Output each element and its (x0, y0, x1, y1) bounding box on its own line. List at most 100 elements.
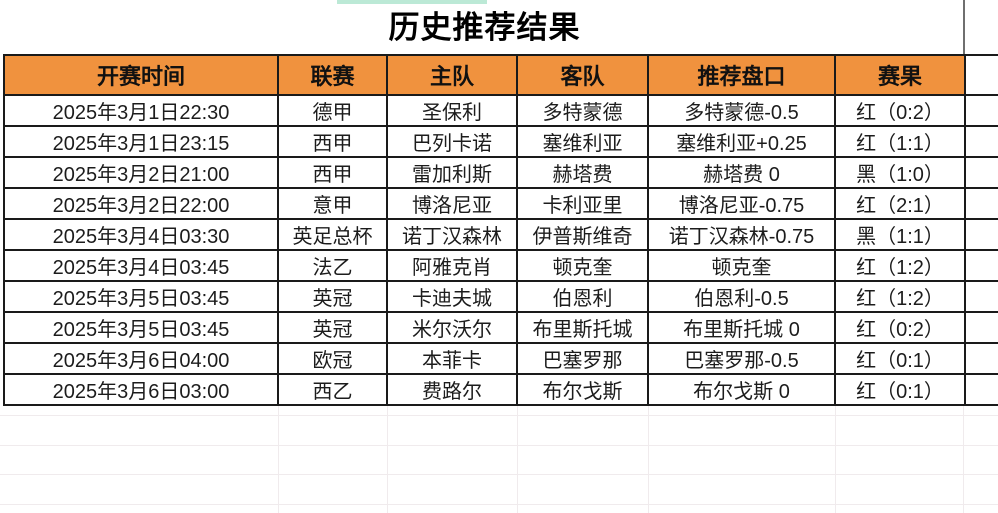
cell-handicap[interactable]: 布尔戈斯 0 (647, 373, 836, 406)
cell-result[interactable]: 红（0:1） (834, 342, 966, 375)
cell-away[interactable]: 布尔戈斯 (516, 373, 649, 406)
cell-league[interactable]: 意甲 (277, 187, 388, 220)
cell-home[interactable]: 费路尔 (386, 373, 518, 406)
cell-away[interactable]: 顿克奎 (516, 249, 649, 282)
table-row: 2025年3月6日04:00 欧冠 本菲卡 巴塞罗那 巴塞罗那-0.5 红（0:1） (3, 342, 998, 375)
cell-result[interactable]: 黑（1:1） (834, 218, 966, 251)
table-row: 2025年3月5日03:45 英冠 卡迪夫城 伯恩利 伯恩利-0.5 红（1:2） (3, 280, 998, 313)
cell-away[interactable]: 卡利亚里 (516, 187, 649, 220)
cell-time[interactable]: 2025年3月6日03:00 (3, 373, 279, 406)
column-header[interactable]: 开赛时间 (3, 54, 279, 96)
cell-result[interactable]: 红（1:2） (834, 249, 966, 282)
cell-home[interactable]: 圣保利 (386, 94, 518, 127)
table-row: 2025年3月4日03:45 法乙 阿雅克肖 顿克奎 顿克奎 红（1:2） (3, 249, 998, 282)
empty-cell (964, 373, 998, 406)
faint-grid-hline (0, 445, 998, 446)
faint-grid-hline (0, 504, 998, 505)
cell-home[interactable]: 本菲卡 (386, 342, 518, 375)
empty-cell (964, 94, 998, 127)
cell-away[interactable]: 巴塞罗那 (516, 342, 649, 375)
faint-grid-vline (963, 390, 964, 513)
cell-time[interactable]: 2025年3月2日21:00 (3, 156, 279, 189)
empty-cell (964, 218, 998, 251)
cell-handicap[interactable]: 巴塞罗那-0.5 (647, 342, 836, 375)
cell-away[interactable]: 赫塔费 (516, 156, 649, 189)
faint-grid-vline (387, 390, 388, 513)
cell-result[interactable]: 红（1:2） (834, 280, 966, 313)
cell-handicap[interactable]: 伯恩利-0.5 (647, 280, 836, 313)
grid-line-vertical (963, 0, 965, 56)
cell-home[interactable]: 巴列卡诺 (386, 125, 518, 158)
cell-result[interactable]: 红（0:1） (834, 373, 966, 406)
empty-cell (964, 156, 998, 189)
table-row: 2025年3月5日03:45 英冠 米尔沃尔 布里斯托城 布里斯托城 0 红（0:2） (3, 311, 998, 344)
cell-league[interactable]: 德甲 (277, 94, 388, 127)
empty-cell (964, 280, 998, 313)
cell-handicap[interactable]: 多特蒙德-0.5 (647, 94, 836, 127)
table-row: 2025年3月1日23:15 西甲 巴列卡诺 塞维利亚 塞维利亚+0.25 红（1:1） (3, 125, 998, 158)
faint-grid-vline (278, 390, 279, 513)
empty-cell (964, 311, 998, 344)
empty-grid-area (0, 390, 998, 513)
cell-time[interactable]: 2025年3月4日03:30 (3, 218, 279, 251)
faint-grid-vline (648, 390, 649, 513)
cell-result[interactable]: 红（0:2） (834, 94, 966, 127)
results-table: 开赛时间 联赛 主队 客队 推荐盘口 赛果 2025年3月1日22:30 德甲 圣保利 多特蒙德… (3, 54, 998, 406)
cell-result[interactable]: 红（0:2） (834, 311, 966, 344)
cell-time[interactable]: 2025年3月1日22:30 (3, 94, 279, 127)
empty-cell (964, 125, 998, 158)
cell-time[interactable]: 2025年3月5日03:45 (3, 311, 279, 344)
cell-time[interactable]: 2025年3月6日04:00 (3, 342, 279, 375)
cell-home[interactable]: 博洛尼亚 (386, 187, 518, 220)
cell-home[interactable]: 诺丁汉森林 (386, 218, 518, 251)
empty-cell (964, 187, 998, 220)
cell-home[interactable]: 雷加利斯 (386, 156, 518, 189)
cell-home[interactable]: 卡迪夫城 (386, 280, 518, 313)
cell-league[interactable]: 欧冠 (277, 342, 388, 375)
cell-league[interactable]: 英足总杯 (277, 218, 388, 251)
cell-league[interactable]: 英冠 (277, 280, 388, 313)
cell-home[interactable]: 米尔沃尔 (386, 311, 518, 344)
table-row: 2025年3月6日03:00 西乙 费路尔 布尔戈斯 布尔戈斯 0 红（0:1） (3, 373, 998, 406)
table-row: 2025年3月1日22:30 德甲 圣保利 多特蒙德 多特蒙德-0.5 红（0:2） (3, 94, 998, 127)
empty-header-cell (964, 54, 998, 96)
column-header[interactable]: 推荐盘口 (647, 54, 836, 96)
cell-handicap[interactable]: 塞维利亚+0.25 (647, 125, 836, 158)
cell-away[interactable]: 多特蒙德 (516, 94, 649, 127)
cell-away[interactable]: 布里斯托城 (516, 311, 649, 344)
cell-away[interactable]: 伊普斯维奇 (516, 218, 649, 251)
cell-handicap[interactable]: 赫塔费 0 (647, 156, 836, 189)
cell-home[interactable]: 阿雅克肖 (386, 249, 518, 282)
cell-handicap[interactable]: 布里斯托城 0 (647, 311, 836, 344)
scroll-indicator (337, 0, 487, 4)
page-title: 历史推荐结果 (388, 10, 581, 45)
cell-league[interactable]: 英冠 (277, 311, 388, 344)
table-row: 2025年3月4日03:30 英足总杯 诺丁汉森林 伊普斯维奇 诺丁汉森林-0.75 黑（… (3, 218, 998, 251)
cell-time[interactable]: 2025年3月1日23:15 (3, 125, 279, 158)
cell-handicap[interactable]: 顿克奎 (647, 249, 836, 282)
cell-league[interactable]: 西甲 (277, 156, 388, 189)
cell-result[interactable]: 黑（1:0） (834, 156, 966, 189)
cell-league[interactable]: 法乙 (277, 249, 388, 282)
cell-result[interactable]: 红（2:1） (834, 187, 966, 220)
cell-league[interactable]: 西甲 (277, 125, 388, 158)
column-header[interactable]: 赛果 (834, 54, 966, 96)
faint-grid-vline (835, 390, 836, 513)
table-row: 2025年3月2日21:00 西甲 雷加利斯 赫塔费 赫塔费 0 黑（1:0） (3, 156, 998, 189)
table-header: 开赛时间 联赛 主队 客队 推荐盘口 赛果 (3, 54, 998, 96)
cell-handicap[interactable]: 博洛尼亚-0.75 (647, 187, 836, 220)
cell-league[interactable]: 西乙 (277, 373, 388, 406)
column-header[interactable]: 客队 (516, 54, 649, 96)
column-header[interactable]: 主队 (386, 54, 518, 96)
table-row: 2025年3月2日22:00 意甲 博洛尼亚 卡利亚里 博洛尼亚-0.75 红（2:1） (3, 187, 998, 220)
cell-time[interactable]: 2025年3月2日22:00 (3, 187, 279, 220)
cell-time[interactable]: 2025年3月4日03:45 (3, 249, 279, 282)
faint-grid-hline (0, 415, 998, 416)
cell-result[interactable]: 红（1:1） (834, 125, 966, 158)
cell-away[interactable]: 塞维利亚 (516, 125, 649, 158)
column-header[interactable]: 联赛 (277, 54, 388, 96)
cell-away[interactable]: 伯恩利 (516, 280, 649, 313)
cell-time[interactable]: 2025年3月5日03:45 (3, 280, 279, 313)
cell-handicap[interactable]: 诺丁汉森林-0.75 (647, 218, 836, 251)
header-row: 开赛时间 联赛 主队 客队 推荐盘口 赛果 (3, 54, 998, 96)
